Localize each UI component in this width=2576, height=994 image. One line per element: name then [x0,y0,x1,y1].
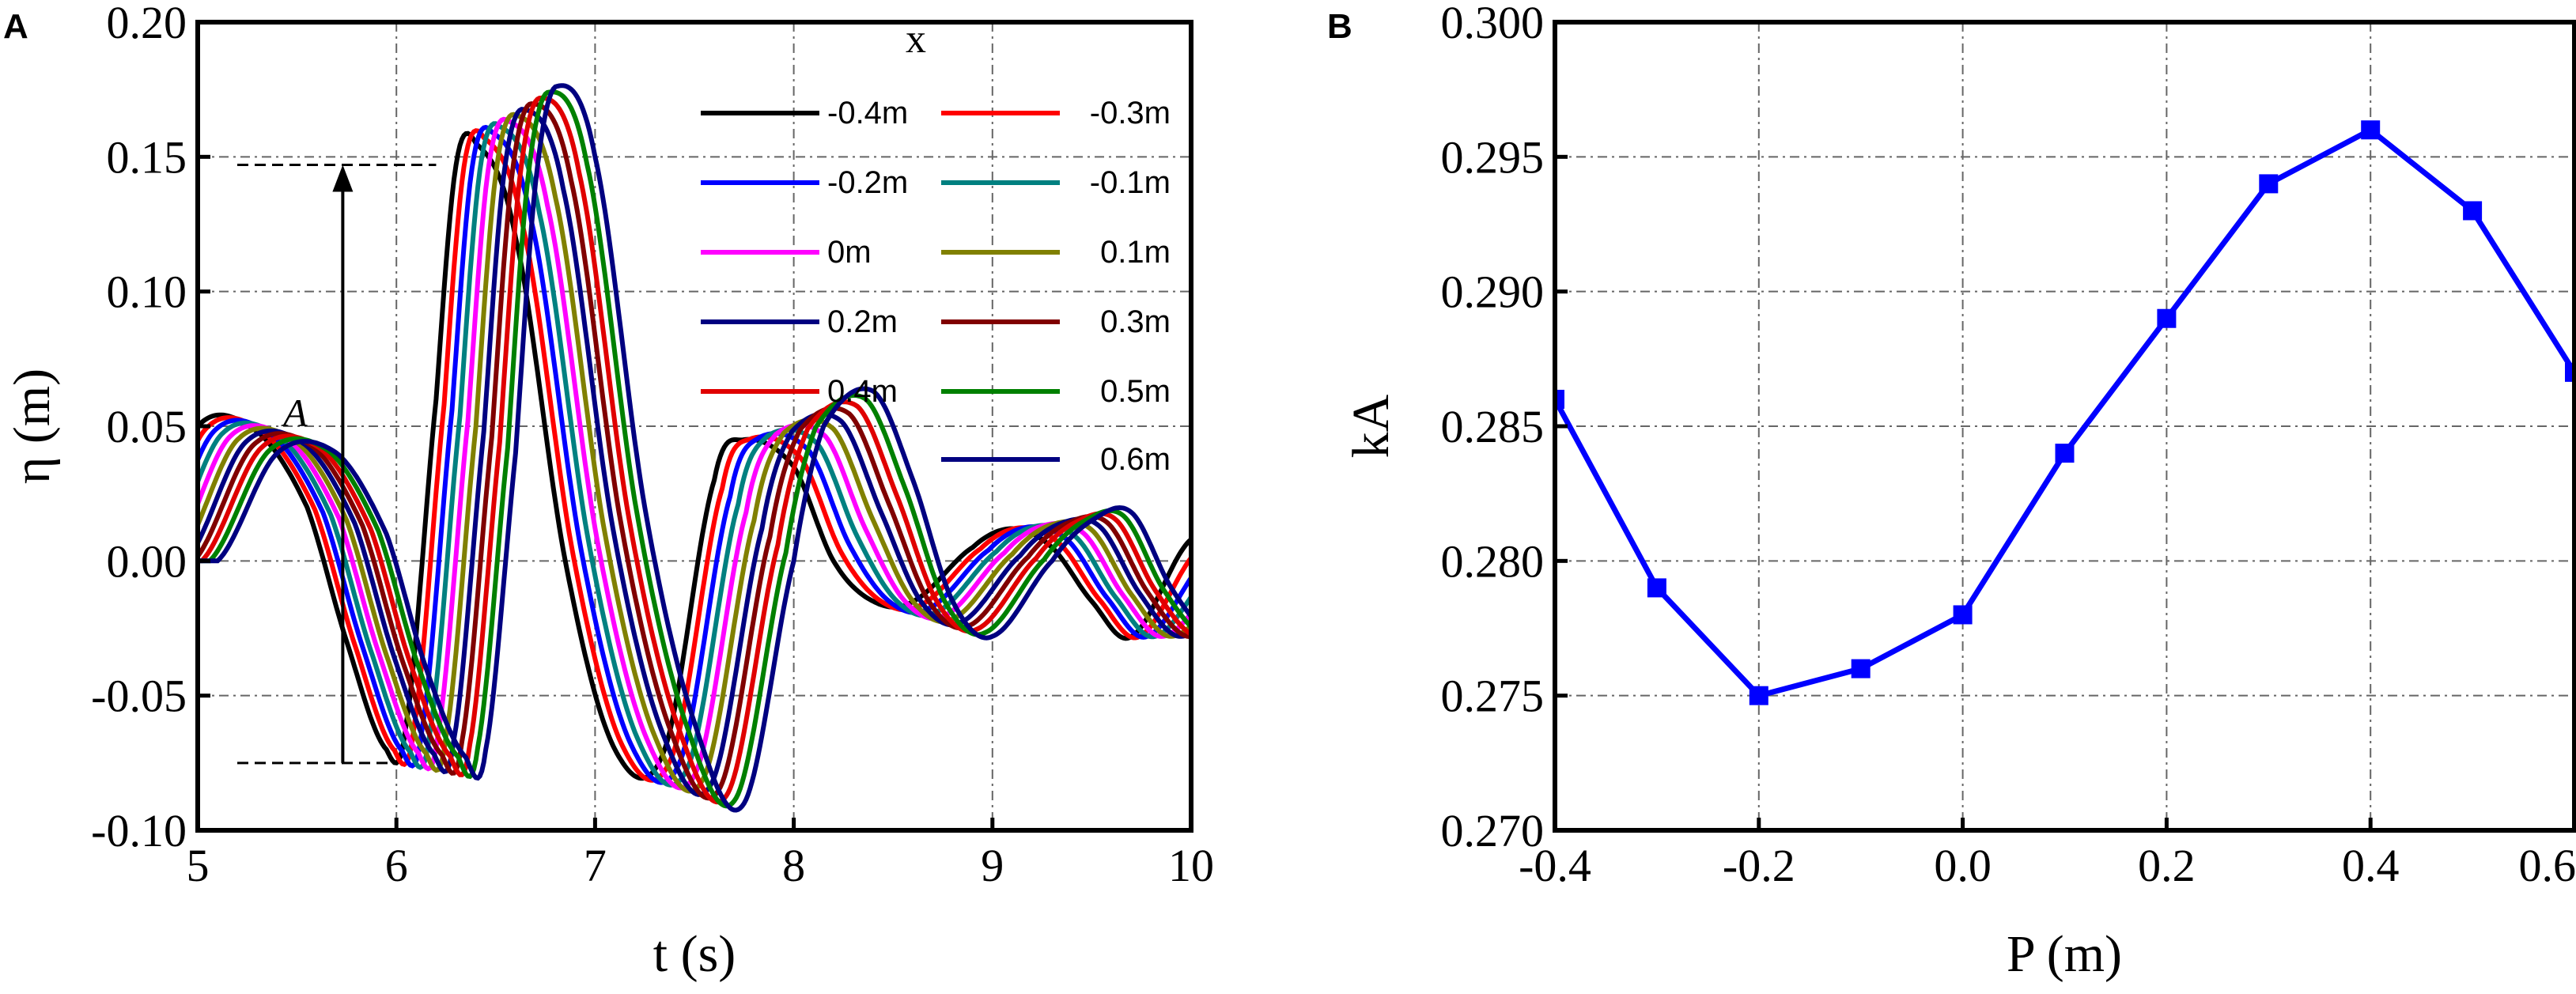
legend-label--0.1m: -0.1m [1090,165,1171,200]
y-tick-label: 0.05 [107,401,187,452]
x-tick-label: 8 [782,840,805,891]
panel-b: B -0.4 -0.2 0.0 0.2 0.4 0.6 0.270 0.275 0.280 0.2… [1327,0,2576,983]
series-line-0.5m [198,89,1191,809]
series-line--0.2m [198,124,1191,785]
amplitude-label: A [281,391,308,435]
data-point-kA [1749,686,1768,705]
data-point-kA [1647,578,1666,598]
x-tick-label: -0.2 [1723,840,1795,891]
series-line--0.3m [198,128,1191,783]
panel-b-grid [1555,22,2574,830]
series-line-0.6m [198,83,1191,813]
legend-label--0.2m: -0.2m [827,165,908,200]
x-tick-label: 6 [385,840,408,891]
data-point-kA [2055,444,2075,463]
y-tick-label: 0.10 [107,266,187,318]
legend-label-0m: 0m [827,235,872,270]
legend-label-0.6m: 0.6m [1100,442,1171,477]
y-tick-label: -0.05 [91,671,187,722]
x-tick-label: 7 [584,840,607,891]
x-tick-label: 0.2 [2138,840,2196,891]
y-tick-label: 0.280 [1441,535,1545,587]
x-tick-label: 0.0 [1934,840,1992,891]
series-line-0.2m [198,107,1191,797]
panel-a-y-axis-title: η (m) [3,368,61,484]
panel-b-label: B [1327,7,1352,46]
legend-label-0.3m: 0.3m [1100,304,1171,339]
amplitude-annotation: A [237,164,437,765]
legend-label--0.4m: -0.4m [827,96,908,130]
series-line-0.4m [198,95,1191,805]
x-tick-label: 0.6 [2519,840,2576,891]
x-tick-label: -0.4 [1519,840,1591,891]
series-line--0.1m [198,121,1191,788]
panel-b-ticks: -0.4 -0.2 0.0 0.2 0.4 0.6 0.270 0.275 0.280 0.285… [1441,0,2576,891]
y-tick-label: 0.15 [107,131,187,183]
series-line--0.4m [198,130,1191,781]
legend-label-0.2m: 0.2m [827,304,898,339]
x-tick-label: 0.4 [2342,840,2400,891]
panel-a-ticks: 5 6 7 8 9 10 -0.10 -0.05 0.00 0.05 0.10 0.15 0.20 [91,0,1214,891]
amplitude-arrow-head [332,164,354,192]
y-tick-label: 0.20 [107,0,187,48]
y-tick-label: 0.290 [1441,266,1545,318]
legend-label--0.3m: -0.3m [1090,96,1171,130]
x-tick-label: 10 [1168,840,1214,891]
legend-label-0.1m: 0.1m [1100,235,1171,270]
data-point-kA [2259,174,2279,194]
y-tick-label: 0.00 [107,535,187,587]
panel-a-series [198,83,1191,813]
x-tick-label: 9 [981,840,1004,891]
data-point-kA [1851,659,1871,678]
data-point-kA [1953,605,1973,625]
panel-b-series [1555,120,2574,705]
panel-a-x-axis-title: t (s) [653,925,736,983]
y-tick-label: 0.300 [1441,0,1545,48]
panel-b-y-axis-title: kA [1342,394,1400,458]
y-tick-label: -0.10 [91,805,187,856]
y-tick-label: 0.270 [1441,805,1545,856]
series-line-0.3m [198,101,1191,801]
series-line-kA [1555,127,2574,699]
y-tick-label: 0.285 [1441,401,1545,452]
data-point-kA [2361,120,2381,140]
data-point-kA [2157,308,2177,328]
panel-a-label: A [3,7,28,46]
x-tick-label: 5 [187,840,210,891]
legend-label-0.5m: 0.5m [1100,374,1171,409]
data-point-kA [2463,201,2483,221]
y-tick-label: 0.295 [1441,131,1545,183]
legend-label-0.4m: 0.4m [827,374,898,409]
y-tick-label: 0.275 [1441,671,1545,722]
panel-b-x-axis-title: P (m) [2007,925,2122,983]
